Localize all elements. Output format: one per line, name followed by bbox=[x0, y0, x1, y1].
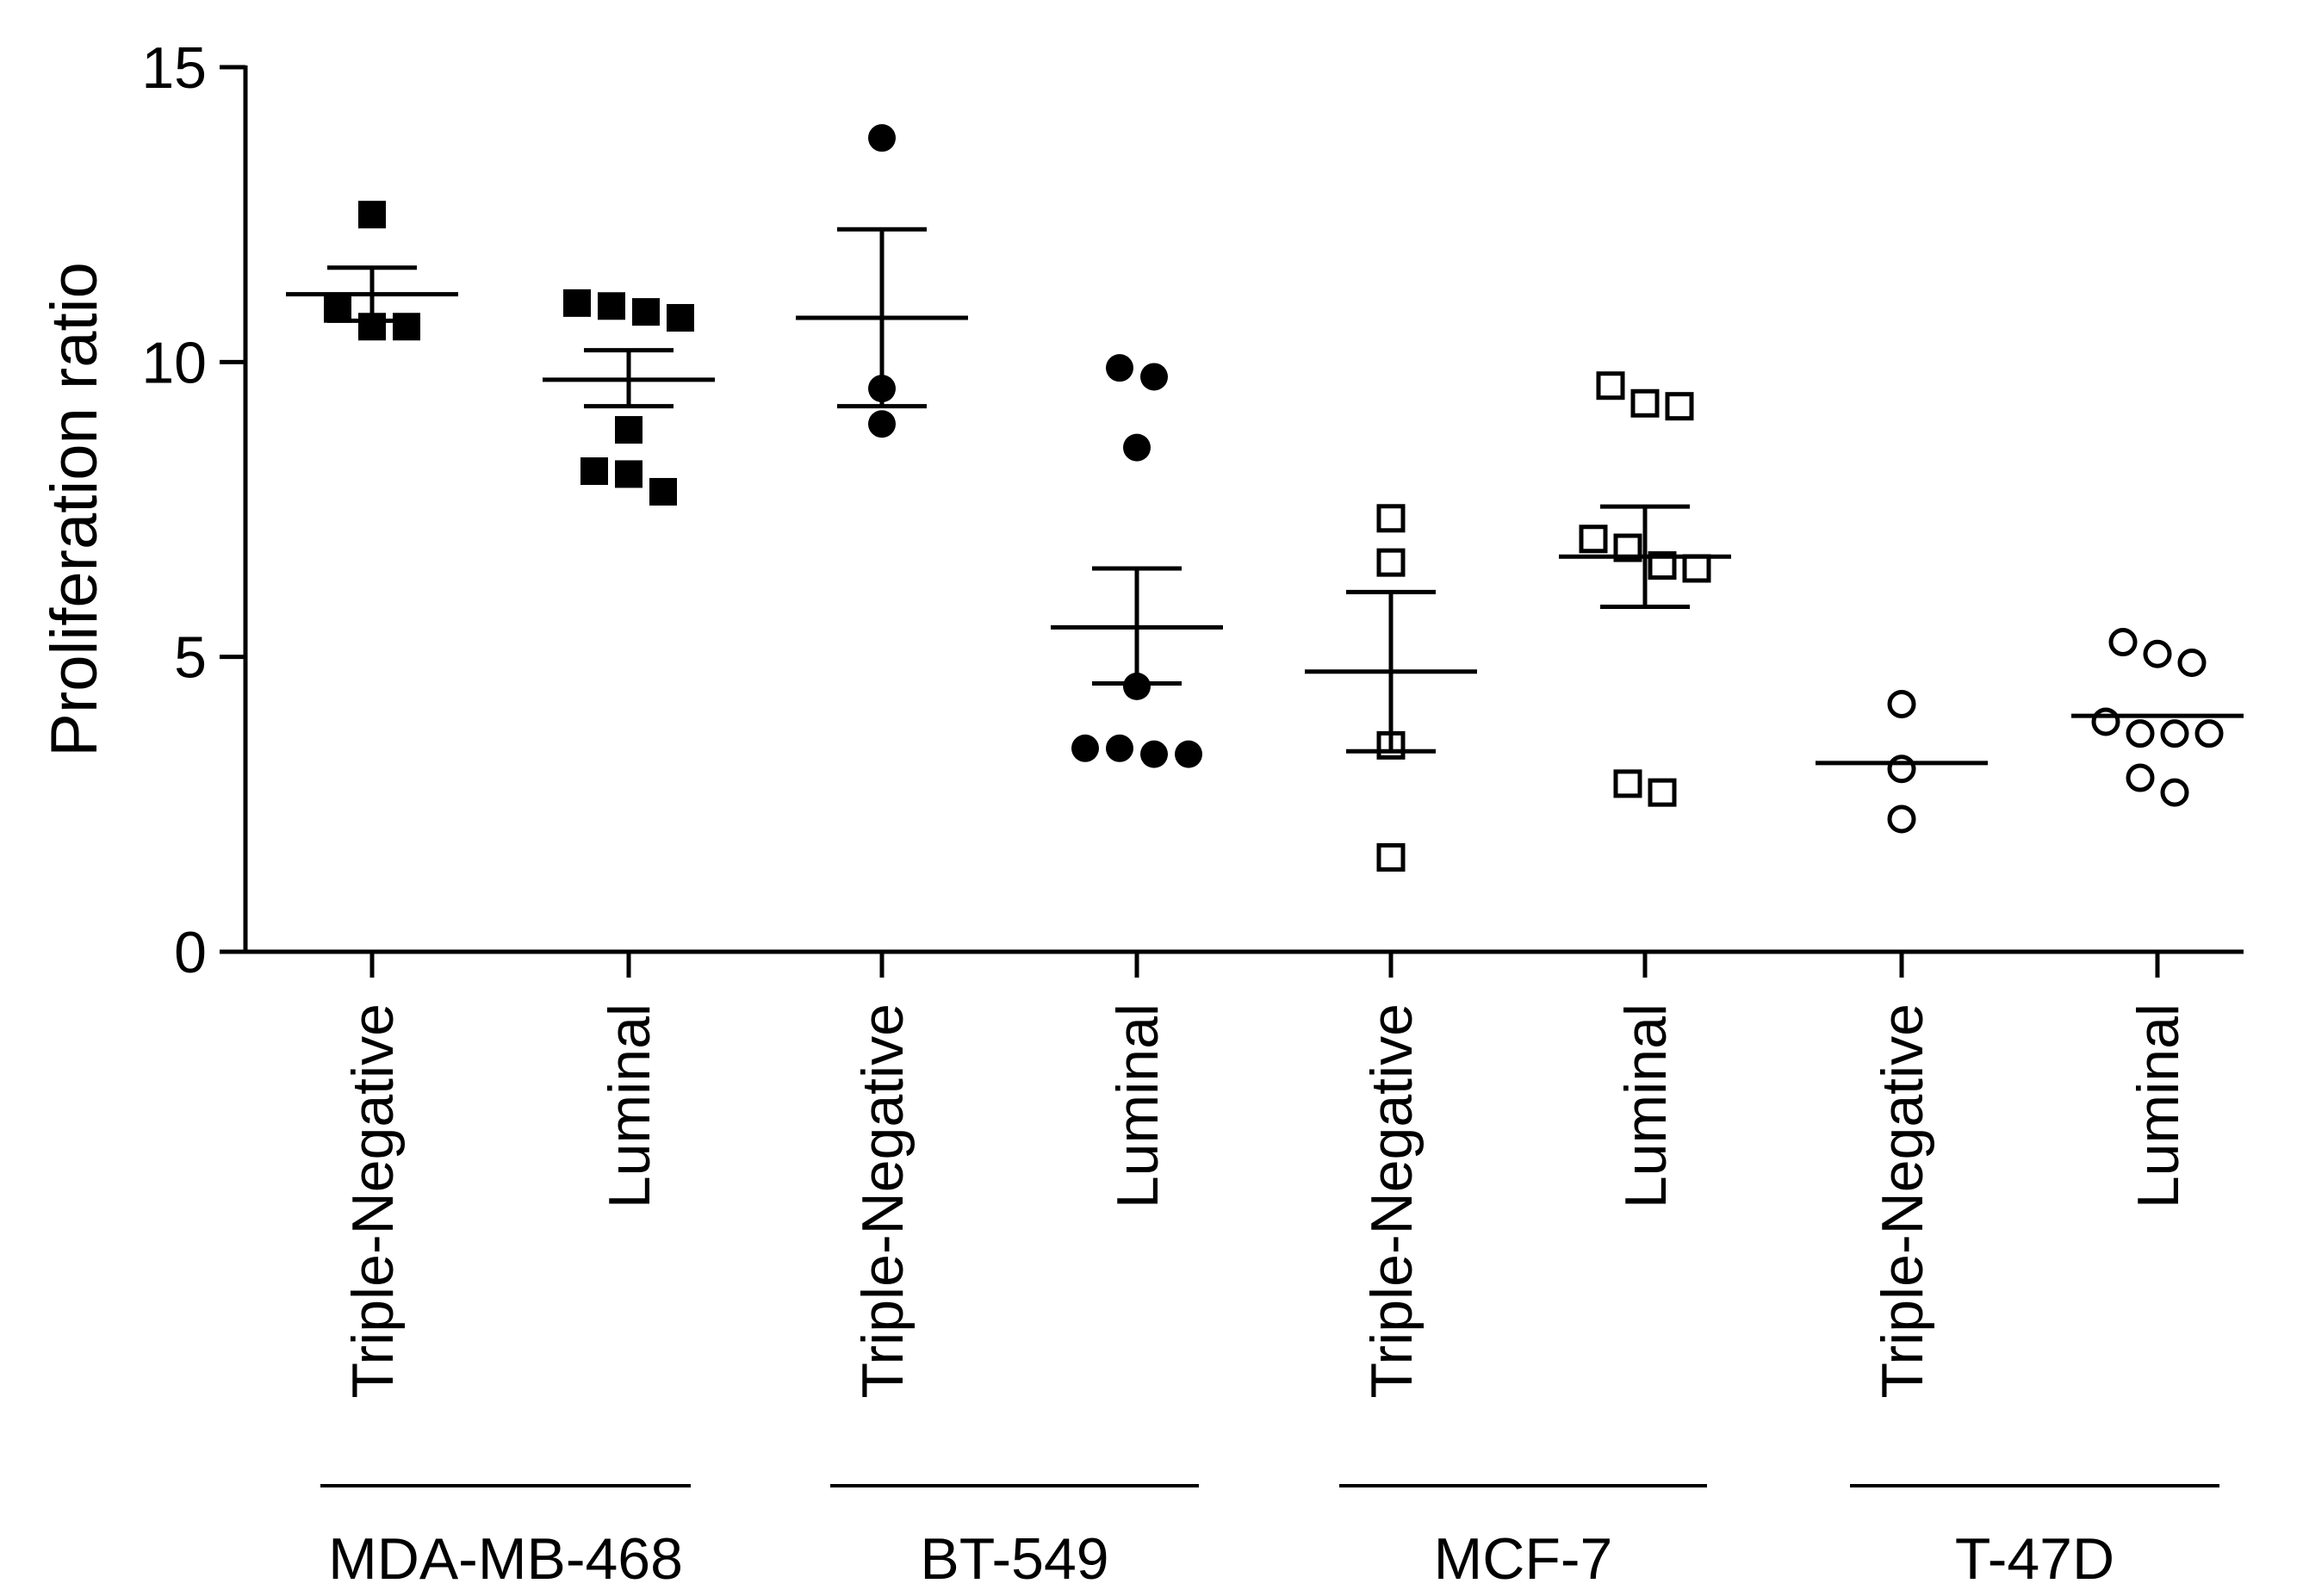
data-point-circle-filled bbox=[1123, 433, 1151, 462]
data-point-square-filled bbox=[563, 289, 591, 317]
data-point-circle-open bbox=[1887, 689, 1916, 718]
x-category-label: Luminal bbox=[1105, 1003, 1170, 1208]
x-category-label: Luminal bbox=[597, 1003, 662, 1208]
data-point-circle-open bbox=[2160, 719, 2189, 748]
group-label: MCF-7 bbox=[1434, 1526, 1613, 1592]
data-point-square-open bbox=[1630, 388, 1660, 418]
data-point-square-filled bbox=[632, 298, 660, 326]
labels: 0 5 10 15 Proliferation ratio Triple-Negative… bbox=[38, 35, 2191, 1592]
data-point-circle-open bbox=[2091, 707, 2120, 736]
y-tick-label: 0 bbox=[174, 920, 207, 985]
data-point-square-filled bbox=[649, 477, 677, 506]
group-label: MDA-MB-468 bbox=[328, 1526, 683, 1592]
data-point-circle-open bbox=[1887, 755, 1916, 784]
data-point-square-filled bbox=[580, 456, 608, 485]
data-point-circle-filled bbox=[868, 410, 896, 438]
data-point-circle-open bbox=[2108, 628, 2138, 657]
data-point-circle-filled bbox=[1071, 734, 1099, 762]
data-point-circle-open bbox=[2126, 719, 2155, 748]
data-point-circle-filled bbox=[1123, 672, 1151, 700]
data-point-circle-open bbox=[1887, 804, 1916, 834]
data-point-circle-filled bbox=[868, 124, 896, 152]
group-label: BT-549 bbox=[920, 1526, 1108, 1592]
data-marks bbox=[286, 124, 2244, 872]
data-point-square-open bbox=[1665, 392, 1694, 421]
data-point-circle-open bbox=[2177, 649, 2207, 678]
y-tick-label: 5 bbox=[174, 625, 207, 691]
x-category-label: Triple-Negative bbox=[1359, 1003, 1425, 1399]
data-point-circle-open bbox=[2160, 778, 2189, 807]
data-point-circle-filled bbox=[1175, 740, 1202, 768]
group-label: T-47D bbox=[1955, 1526, 2114, 1592]
data-point-square-open bbox=[1682, 554, 1711, 583]
data-point-square-filled bbox=[615, 416, 642, 444]
data-point-circle-open bbox=[2143, 639, 2172, 668]
data-point-circle-open bbox=[2194, 719, 2224, 748]
x-category-label: Triple-Negative bbox=[340, 1003, 406, 1399]
data-point-square-open bbox=[1648, 778, 1677, 807]
data-point-circle-filled bbox=[1140, 740, 1168, 768]
data-point-circle-filled bbox=[1106, 734, 1133, 762]
x-category-label: Triple-Negative bbox=[1870, 1003, 1935, 1399]
y-tick-label: 15 bbox=[141, 35, 207, 101]
data-point-square-open bbox=[1579, 525, 1608, 554]
axes bbox=[220, 65, 2244, 1487]
data-point-circle-filled bbox=[1106, 354, 1133, 382]
data-point-square-filled bbox=[598, 292, 625, 320]
data-point-square-open bbox=[1376, 548, 1406, 577]
data-point-square-open bbox=[1596, 371, 1625, 401]
y-axis-label: Proliferation ratio bbox=[38, 262, 111, 757]
data-point-square-filled bbox=[615, 460, 642, 488]
y-tick-label: 10 bbox=[141, 330, 207, 395]
data-point-square-filled bbox=[393, 313, 420, 341]
data-point-square-open bbox=[1376, 842, 1406, 872]
data-point-circle-open bbox=[2126, 763, 2155, 792]
x-category-label: Triple-Negative bbox=[850, 1003, 916, 1399]
data-point-circle-filled bbox=[1140, 363, 1168, 391]
data-point-square-filled bbox=[667, 303, 694, 332]
data-point-square-open bbox=[1376, 504, 1406, 533]
data-point-square-filled bbox=[358, 201, 386, 229]
data-point-square-filled bbox=[324, 295, 351, 323]
x-category-label: Luminal bbox=[2126, 1003, 2191, 1208]
data-point-square-open bbox=[1613, 769, 1642, 798]
x-category-label: Luminal bbox=[1613, 1003, 1679, 1208]
